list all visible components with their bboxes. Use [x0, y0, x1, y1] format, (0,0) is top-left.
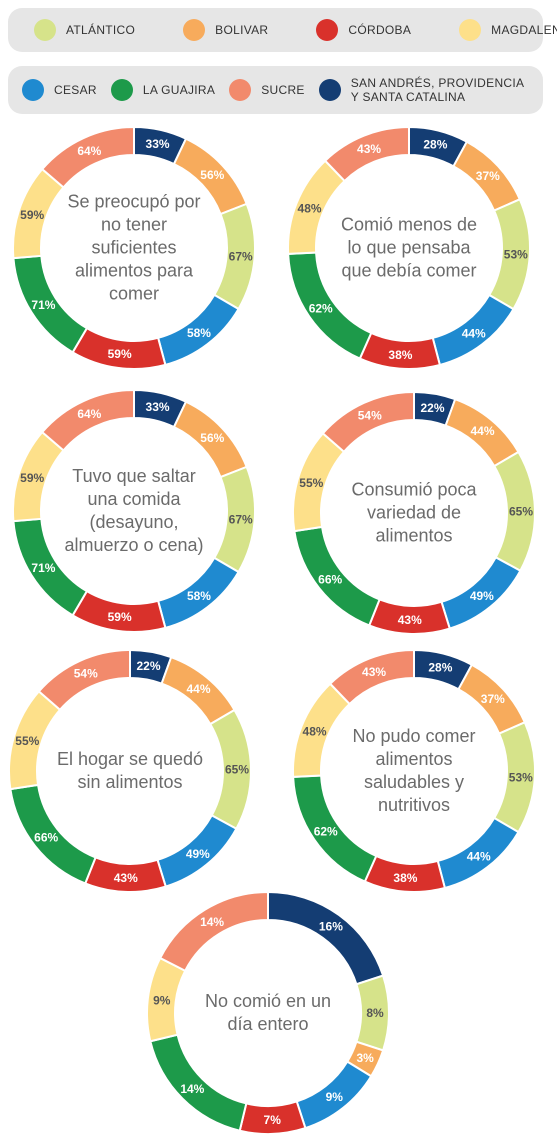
slice-label: 7%	[264, 1113, 282, 1127]
slice-label: 65%	[509, 504, 533, 518]
slice-label: 62%	[314, 825, 338, 839]
slice-label: 38%	[393, 871, 417, 885]
slice-label: 43%	[362, 665, 386, 679]
donut-slice	[323, 125, 410, 183]
donut-title: No pudo comer alimentos saludables y nut…	[352, 726, 476, 815]
slice-label: 33%	[146, 137, 170, 151]
slice-label: 66%	[34, 831, 58, 845]
slice-label: 64%	[77, 407, 101, 421]
legend-item: CÓRDOBA	[316, 19, 411, 41]
slice-label: 62%	[309, 302, 333, 316]
legend-item: BOLIVAR	[183, 19, 268, 41]
donut-slice	[37, 648, 131, 712]
donut-title: El hogar se quedó sin alimentos	[56, 749, 204, 792]
slice-label: 44%	[462, 326, 486, 340]
slice-label: 67%	[229, 249, 253, 263]
slice-label: 14%	[180, 1082, 204, 1096]
slice-label: 33%	[146, 400, 170, 414]
donut-title: Tuvo que saltar una comida (desayuno, al…	[64, 466, 204, 555]
legend-label: SUCRE	[261, 83, 305, 97]
slice-label: 49%	[470, 589, 494, 603]
slice-label: 71%	[31, 298, 55, 312]
legend-item: MAGDALENA	[459, 19, 557, 41]
donut-slice	[40, 388, 135, 452]
slice-label: 58%	[187, 326, 211, 340]
slice-label: 22%	[136, 659, 160, 673]
slice-label: 65%	[225, 762, 249, 776]
legend-swatch	[316, 19, 339, 41]
slice-label: 59%	[20, 208, 44, 222]
legend-label: LA GUAJIRA	[142, 83, 216, 97]
legend-swatch	[459, 19, 482, 41]
slice-label: 37%	[481, 692, 505, 706]
slice-label: 55%	[299, 476, 323, 490]
slice-label: 59%	[108, 347, 132, 361]
legend-swatch	[318, 79, 341, 101]
slice-label: 71%	[31, 561, 55, 575]
slice-label: 9%	[153, 994, 171, 1008]
donut-title: Comió menos de lo que pensaba que debía …	[340, 214, 478, 281]
slice-label: 44%	[470, 424, 494, 438]
slice-label: 54%	[358, 409, 382, 423]
legend-label: CESAR	[54, 83, 97, 97]
legend-swatch	[183, 19, 206, 41]
slice-label: 53%	[509, 770, 533, 784]
slice-label: 16%	[319, 920, 343, 934]
legend-item: ATLÁNTICO	[34, 19, 135, 41]
legend-item: SUCRE	[229, 79, 305, 101]
slice-label: 44%	[186, 682, 210, 696]
slice-label: 48%	[298, 202, 322, 216]
slice-label: 14%	[200, 915, 224, 929]
legend-item: CESAR	[22, 79, 97, 101]
slice-label: 58%	[187, 589, 211, 603]
slice-label: 59%	[108, 610, 132, 624]
legend: CESAR LA GUAJIRA SUCRE SAN ANDRÉS, PROVIDEN…	[8, 66, 543, 114]
slice-label: 59%	[20, 471, 44, 485]
donut-title: Se preocupó por no tener suficientes ali…	[67, 191, 201, 304]
slice-label: 43%	[357, 142, 381, 156]
legend-label: BOLIVAR	[215, 23, 269, 37]
slice-label: 9%	[326, 1090, 344, 1104]
slice-label: 56%	[200, 431, 224, 445]
slice-label: 37%	[476, 169, 500, 183]
slice-label: 48%	[303, 725, 327, 739]
slice-label: 43%	[114, 871, 138, 885]
legend-swatch	[34, 19, 56, 41]
slice-label: 56%	[200, 168, 224, 182]
legend-swatch	[22, 79, 44, 101]
legend: ATLÁNTICO BOLIVAR CÓRDOBA MAGDALENA	[8, 8, 557, 52]
slice-label: 28%	[423, 137, 447, 151]
legend-swatch	[110, 79, 133, 101]
legend-item: LA GUAJIRA	[110, 79, 216, 101]
donut-slice	[40, 125, 135, 189]
slice-label: 66%	[318, 573, 342, 587]
slice-label: 22%	[420, 401, 444, 415]
donut-slice	[267, 890, 385, 986]
legend-item: SAN ANDRÉS, PROVIDENCIA Y SANTA CATALINA	[318, 76, 529, 104]
slice-label: 54%	[74, 667, 98, 681]
slice-label: 43%	[398, 613, 422, 627]
slice-label: 53%	[504, 247, 528, 261]
legend-label: SAN ANDRÉS, PROVIDENCIA Y SANTA CATALINA	[350, 76, 524, 104]
donut-slice	[328, 648, 415, 706]
legend-label: CÓRDOBA	[348, 23, 412, 37]
slice-label: 3%	[356, 1051, 374, 1065]
legend-label: MAGDALENA	[491, 23, 557, 37]
donut-title: No comió en un día entero	[204, 991, 332, 1034]
donut-slice	[158, 890, 269, 973]
slice-label: 8%	[366, 1006, 384, 1020]
slice-label: 38%	[388, 348, 412, 362]
legend-label: ATLÁNTICO	[66, 23, 136, 37]
donut-title: Consumió poca variedad de alimentos	[351, 479, 477, 546]
slice-label: 28%	[428, 660, 452, 674]
slice-label: 67%	[229, 512, 253, 526]
donut-slice	[321, 390, 415, 454]
slice-label: 55%	[15, 734, 39, 748]
slice-label: 44%	[467, 849, 491, 863]
slice-label: 64%	[77, 144, 101, 158]
legend-swatch	[229, 79, 252, 101]
slice-label: 49%	[186, 847, 210, 861]
